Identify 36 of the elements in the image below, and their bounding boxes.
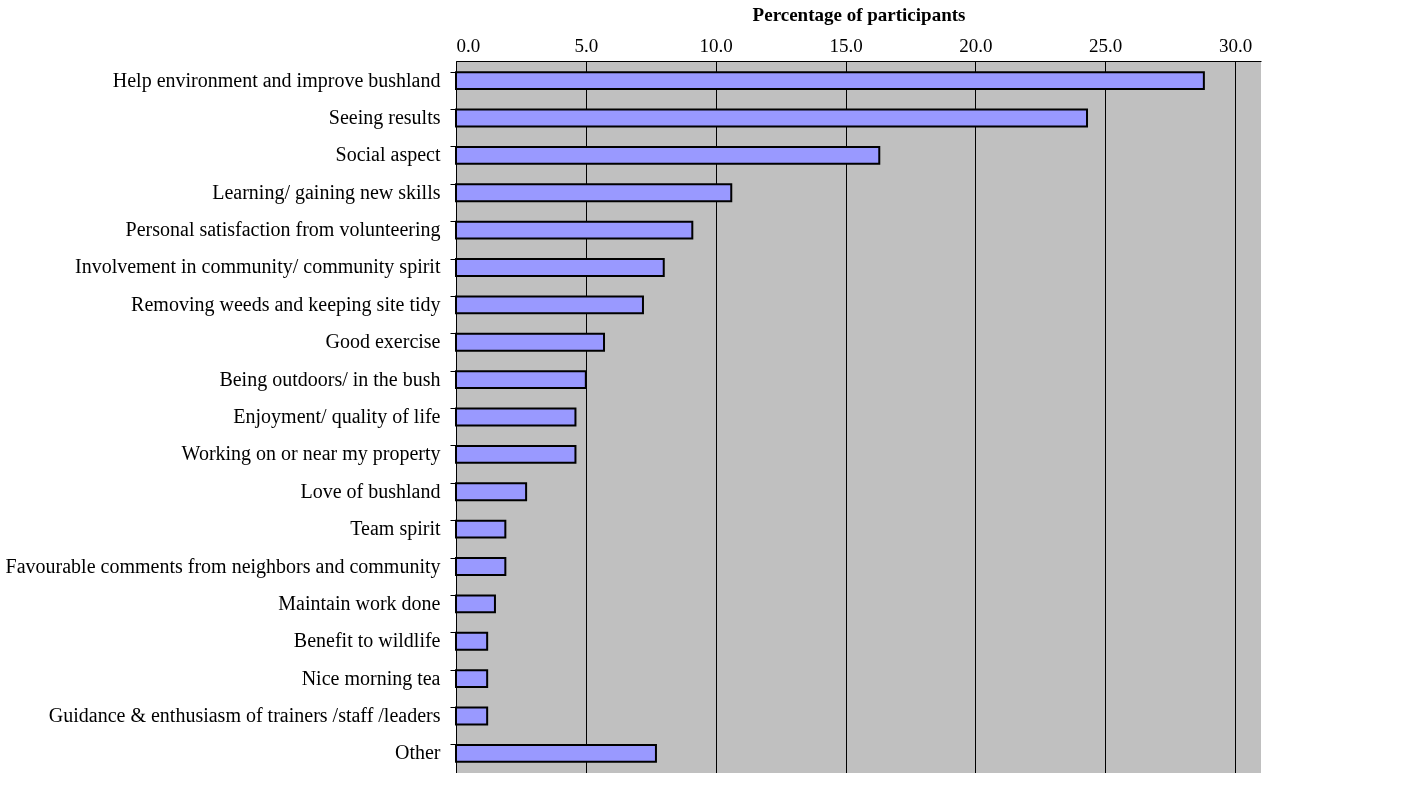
bar bbox=[455, 631, 489, 651]
y-tick-label: Enjoyment/ quality of life bbox=[233, 405, 441, 428]
x-tick-label: 30.0 bbox=[1218, 34, 1253, 56]
bar bbox=[455, 444, 577, 464]
x-tick-label: 0.0 bbox=[456, 34, 481, 56]
y-tick-label: Being outdoors/ in the bush bbox=[219, 367, 441, 391]
bar bbox=[455, 407, 577, 427]
x-tick-label: 20.0 bbox=[959, 34, 993, 56]
bar bbox=[455, 669, 489, 689]
y-tick-label: Removing weeds and keeping site tidy bbox=[131, 292, 441, 316]
bar bbox=[455, 482, 528, 502]
bar bbox=[455, 519, 507, 539]
y-tick-label: Learning/ gaining new skills bbox=[212, 180, 441, 204]
y-tick-label: Working on or near my property bbox=[181, 442, 441, 466]
y-tick-label: Other bbox=[394, 741, 441, 764]
y-tick-label: Help environment and improve bushland bbox=[112, 68, 441, 92]
x-tick-label: 5.0 bbox=[574, 34, 599, 56]
bar bbox=[455, 557, 507, 576]
y-tick-label: Team spirit bbox=[350, 517, 441, 541]
x-tick-label: 10.0 bbox=[699, 34, 733, 56]
y-tick-label: Involvement in community/ community spirit bbox=[74, 255, 441, 279]
y-tick-label: Favourable comments from neighbors and community bbox=[5, 554, 441, 578]
x-tick-label: 15.0 bbox=[829, 34, 863, 56]
y-tick-label: Guidance & enthusiasm of trainers /staff /leaders bbox=[48, 704, 441, 726]
y-tick-label: Good exercise bbox=[325, 330, 441, 353]
x-axis-title: Percentage of participants bbox=[752, 3, 966, 25]
x-tick-label: 25.0 bbox=[1089, 34, 1123, 56]
y-tick-label: Maintain work done bbox=[278, 591, 441, 614]
bar bbox=[455, 594, 496, 614]
y-tick-label: Seeing results bbox=[328, 106, 441, 129]
bar bbox=[455, 706, 489, 726]
y-tick-label: Social aspect bbox=[335, 143, 441, 167]
y-tick-label: Nice morning tea bbox=[301, 666, 441, 690]
y-tick-label: Benefit to wildlife bbox=[293, 629, 441, 652]
y-tick-label: Love of bushland bbox=[300, 479, 441, 502]
y-tick-label: Personal satisfaction from volunteering bbox=[125, 218, 441, 242]
